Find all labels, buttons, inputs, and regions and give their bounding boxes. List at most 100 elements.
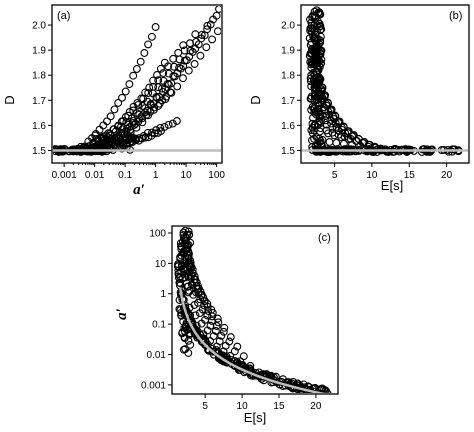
- data-point: [103, 117, 111, 126]
- y-tick-label: 0.01: [147, 350, 167, 361]
- data-point: [144, 89, 153, 97]
- y-tick-label: 2.0: [32, 21, 46, 32]
- data-point: [417, 148, 426, 156]
- data-point: [221, 341, 230, 350]
- y-tick-label: 2.0: [281, 21, 295, 32]
- data-point: [118, 93, 126, 102]
- data-point: [246, 361, 255, 370]
- y-tick-label: 1.6: [281, 121, 295, 132]
- data-point: [314, 98, 323, 107]
- data-point: [121, 87, 130, 96]
- data-point: [172, 117, 181, 125]
- data-point: [312, 56, 321, 65]
- data-point: [320, 385, 328, 393]
- panel-c-frame: [171, 225, 339, 395]
- data-point: [230, 347, 239, 356]
- data-point: [167, 88, 176, 97]
- data-point: [118, 125, 127, 134]
- data-point: [149, 105, 158, 114]
- data-point: [134, 100, 143, 109]
- data-point: [136, 57, 145, 66]
- data-point: [197, 30, 206, 39]
- data-point: [156, 123, 165, 132]
- panel-b-frame: [300, 4, 470, 164]
- data-point: [190, 60, 199, 68]
- data-point: [157, 127, 165, 136]
- y-tick-label: 1.7: [32, 96, 46, 107]
- x-tick-label: 10: [237, 401, 249, 412]
- data-point: [323, 390, 332, 393]
- panel-b: (b) D E[s] 5 10 15 20 1.5 1.6 1.7 1.8 1.9 2.0: [248, 4, 470, 193]
- data-point: [196, 51, 205, 60]
- y-tick-label: 0.1: [152, 320, 166, 331]
- data-point: [102, 135, 111, 144]
- panel-a-frame: [51, 4, 223, 164]
- panel-a-ylabel: D: [2, 95, 17, 104]
- y-tick-label: 1.5: [32, 146, 46, 157]
- data-point: [132, 136, 141, 145]
- data-point: [310, 71, 319, 80]
- data-point: [321, 386, 330, 393]
- data-point: [119, 139, 128, 147]
- data-point: [316, 137, 325, 145]
- panel-b-yticks: 1.5 1.6 1.7 1.8 1.9 2.0: [281, 21, 301, 157]
- data-point: [187, 280, 196, 289]
- data-point: [191, 30, 200, 39]
- panel-a-label: (a): [57, 10, 70, 22]
- x-tick-label: 15: [404, 170, 416, 181]
- data-point: [373, 145, 382, 154]
- x-tick-label: 5: [202, 401, 208, 412]
- data-point: [99, 121, 108, 130]
- data-point: [308, 13, 317, 22]
- data-point: [167, 79, 176, 88]
- reference-curve: [178, 287, 330, 393]
- data-point: [180, 323, 189, 332]
- x-tick-label: 0.001: [52, 170, 77, 181]
- data-point: [159, 69, 168, 78]
- x-tick-label: 100: [208, 170, 225, 181]
- panel-c-xlabel: E[s]: [244, 410, 266, 425]
- data-point: [110, 134, 119, 143]
- data-point: [144, 111, 153, 120]
- data-point: [208, 35, 217, 44]
- data-point: [316, 112, 324, 121]
- data-point: [233, 342, 242, 351]
- data-point: [226, 333, 235, 342]
- data-point: [56, 145, 65, 154]
- y-tick-label: 1.8: [281, 71, 295, 82]
- data-point: [241, 367, 250, 376]
- y-tick-label: 1.9: [281, 46, 295, 57]
- y-tick-label: 1.5: [281, 146, 295, 157]
- data-point: [202, 43, 211, 52]
- data-point: [316, 389, 325, 393]
- data-point: [168, 119, 177, 128]
- data-point: [138, 118, 147, 127]
- data-point: [316, 21, 325, 30]
- y-tick-label: 100: [149, 228, 166, 239]
- panel-a: (a) D a′ 0.001 0.01 0.1 1 10 100 1.5 1.6 1.7 1.8…: [2, 4, 225, 198]
- data-point: [315, 101, 324, 110]
- panel-b-points: [305, 6, 463, 156]
- data-point: [147, 32, 156, 41]
- data-point: [310, 33, 319, 42]
- data-point: [179, 74, 187, 83]
- data-point: [220, 323, 229, 332]
- data-point: [127, 114, 136, 123]
- panel-c-xticks: 5 10 15 20: [202, 394, 322, 412]
- data-point: [321, 116, 330, 125]
- data-point: [191, 311, 200, 320]
- data-point: [214, 318, 223, 327]
- y-tick-label: 0.001: [141, 380, 166, 391]
- data-point: [181, 322, 190, 331]
- data-point: [239, 352, 248, 361]
- data-point: [310, 46, 319, 55]
- x-tick-label: 5: [332, 170, 338, 181]
- data-point: [215, 6, 221, 13]
- x-tick-label: 10: [366, 170, 378, 181]
- data-point: [154, 83, 163, 92]
- data-point: [314, 66, 323, 75]
- x-tick-label: 20: [310, 401, 322, 412]
- data-point: [180, 334, 189, 343]
- panel-a-yticks: 1.5 1.6 1.7 1.8 1.9 2.0: [32, 21, 52, 157]
- data-point: [209, 332, 218, 341]
